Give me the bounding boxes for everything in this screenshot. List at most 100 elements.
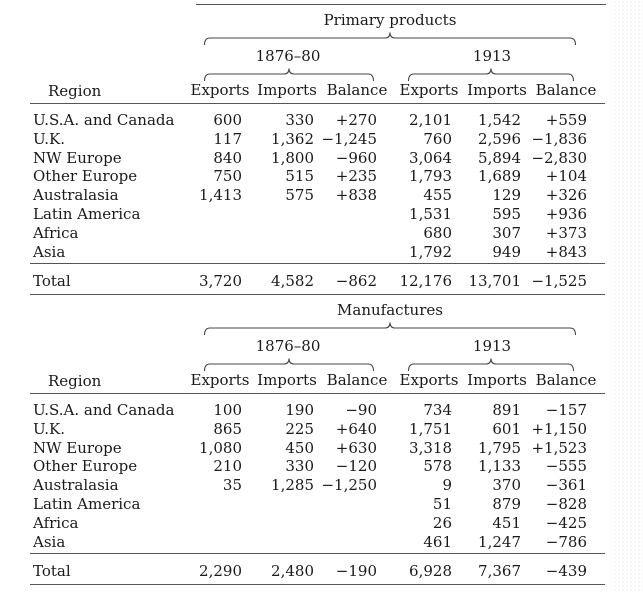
column-header: Imports xyxy=(467,81,527,99)
table-cell: 1,792 xyxy=(409,242,452,261)
row-region: Asia xyxy=(33,242,66,261)
table-cell: 515 xyxy=(285,167,314,186)
table-cell: −2,830 xyxy=(531,148,587,167)
column-header: Exports xyxy=(399,371,459,389)
table-cell: −120 xyxy=(335,457,377,476)
table-cell: 451 xyxy=(492,513,521,532)
total-cell: −439 xyxy=(545,562,587,580)
table-cell: +843 xyxy=(545,242,587,261)
row-region: U.S.A. and Canada xyxy=(33,401,175,419)
column-header: Balance xyxy=(326,81,388,99)
table-cell: 578 xyxy=(423,457,452,476)
table-cell: 1,080 xyxy=(199,438,242,457)
period-heading: 1876–80 xyxy=(255,337,321,355)
section-brace xyxy=(203,322,577,336)
table-cell: 734 xyxy=(423,401,452,419)
table-cell: 129 xyxy=(492,186,521,205)
row-region: Australasia xyxy=(33,186,119,205)
table-cell: 461 xyxy=(423,532,452,551)
table-cell: 26 xyxy=(432,513,452,532)
table-cell: 1,751 xyxy=(409,419,452,438)
table-cell: 1,362 xyxy=(271,129,314,148)
table-cell: −828 xyxy=(545,495,587,513)
table-cell: +559 xyxy=(545,111,587,129)
table-cell: 51 xyxy=(432,495,452,513)
table-cell: 9 xyxy=(442,476,452,495)
table-cell: −1,250 xyxy=(321,476,377,495)
table-cell: 2,101 xyxy=(409,111,452,129)
table-cell: 210 xyxy=(213,457,242,476)
table-cell: 1,133 xyxy=(478,457,521,476)
total-cell: −862 xyxy=(335,272,377,290)
table-cell: 600 xyxy=(213,111,242,129)
top-rule xyxy=(196,4,606,5)
total-rule xyxy=(30,263,605,264)
table-cell: 760 xyxy=(423,129,452,148)
row-region: Other Europe xyxy=(33,167,138,186)
table-cell: 1,247 xyxy=(478,532,521,551)
table-cell: 225 xyxy=(285,419,314,438)
table-cell: 455 xyxy=(423,186,452,205)
total-cell: 6,928 xyxy=(409,562,452,580)
table-cell: 370 xyxy=(492,476,521,495)
section-brace xyxy=(203,32,577,46)
period-brace xyxy=(203,68,375,82)
table-cell: −90 xyxy=(345,401,377,419)
column-header: Imports xyxy=(467,371,527,389)
table-cell: 35 xyxy=(222,476,242,495)
table-cell: 949 xyxy=(492,242,521,261)
table-cell: +104 xyxy=(545,167,587,186)
table-cell: 1,689 xyxy=(478,167,521,186)
table-cell: 575 xyxy=(285,186,314,205)
table-cell: 1,531 xyxy=(409,205,452,223)
table-cell: 3,064 xyxy=(409,148,452,167)
total-cell: 2,480 xyxy=(271,562,314,580)
table-cell: 865 xyxy=(213,419,242,438)
column-header: Balance xyxy=(535,81,597,99)
period-brace xyxy=(407,68,575,82)
table-cell: 5,894 xyxy=(478,148,521,167)
table-cell: 2,596 xyxy=(478,129,521,148)
column-header: Balance xyxy=(535,371,597,389)
column-header: Balance xyxy=(326,371,388,389)
table-cell: 3,318 xyxy=(409,438,452,457)
row-region: NW Europe xyxy=(33,438,122,457)
table-cell: +326 xyxy=(545,186,587,205)
region-header: Region xyxy=(48,82,102,100)
total-cell: 2,290 xyxy=(199,562,242,580)
row-region: U.K. xyxy=(33,419,66,438)
table-cell: 595 xyxy=(492,205,521,223)
table-cell: +838 xyxy=(335,186,377,205)
row-region: U.S.A. and Canada xyxy=(33,111,175,129)
table-cell: 450 xyxy=(285,438,314,457)
table-cell: −425 xyxy=(545,513,587,532)
period-heading: 1876–80 xyxy=(255,47,321,65)
table-cell: +630 xyxy=(335,438,377,457)
table-cell: 330 xyxy=(285,111,314,129)
total-cell: 3,720 xyxy=(199,272,242,290)
row-region: Asia xyxy=(33,532,66,551)
region-header: Region xyxy=(48,372,102,390)
row-region: NW Europe xyxy=(33,148,122,167)
table-cell: 1,795 xyxy=(478,438,521,457)
period-brace xyxy=(203,358,375,372)
table-cell: +640 xyxy=(335,419,377,438)
paper-grain xyxy=(613,0,643,593)
table-cell: 1,800 xyxy=(271,148,314,167)
row-region: U.K. xyxy=(33,129,66,148)
table-cell: −555 xyxy=(545,457,587,476)
table-cell: 1,542 xyxy=(478,111,521,129)
table-cell: 1,413 xyxy=(199,186,242,205)
column-header: Exports xyxy=(399,81,459,99)
table-cell: +373 xyxy=(545,223,587,242)
section-title: Primary products xyxy=(323,11,457,29)
table-cell: 1,285 xyxy=(271,476,314,495)
table-cell: 891 xyxy=(492,401,521,419)
table-cell: 879 xyxy=(492,495,521,513)
header-rule xyxy=(30,103,605,104)
table-cell: +936 xyxy=(545,205,587,223)
table-cell: 750 xyxy=(213,167,242,186)
column-header: Imports xyxy=(257,81,317,99)
section-bottom-rule xyxy=(30,294,605,295)
